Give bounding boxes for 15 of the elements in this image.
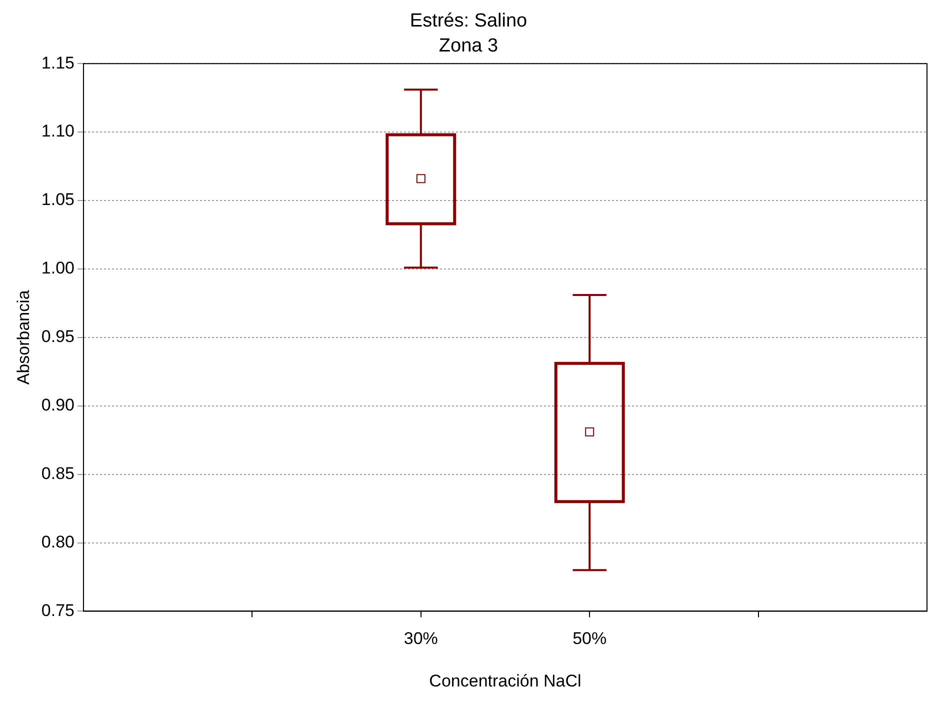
chart-subtitle: Zona 3 — [438, 35, 498, 56]
y-tick-label: 0.90 — [41, 396, 74, 415]
y-tick-label: 1.10 — [41, 122, 74, 141]
x-axis-title: Concentración NaCl — [429, 671, 582, 690]
y-tick-label: 0.95 — [41, 327, 74, 346]
y-tick-label: 1.05 — [41, 190, 74, 210]
y-tick-label: 1.00 — [41, 258, 74, 278]
y-tick-label: 0.75 — [41, 600, 74, 620]
chart-title: Estrés: Salino — [410, 10, 528, 32]
y-tick-label: 0.85 — [41, 464, 74, 483]
x-tick-label: 50% — [572, 629, 607, 648]
x-tick-label: 30% — [404, 629, 438, 648]
y-tick-label: 0.80 — [41, 532, 74, 552]
y-axis-title: Absorbancia — [14, 290, 33, 385]
y-tick-label: 1.15 — [41, 53, 74, 72]
